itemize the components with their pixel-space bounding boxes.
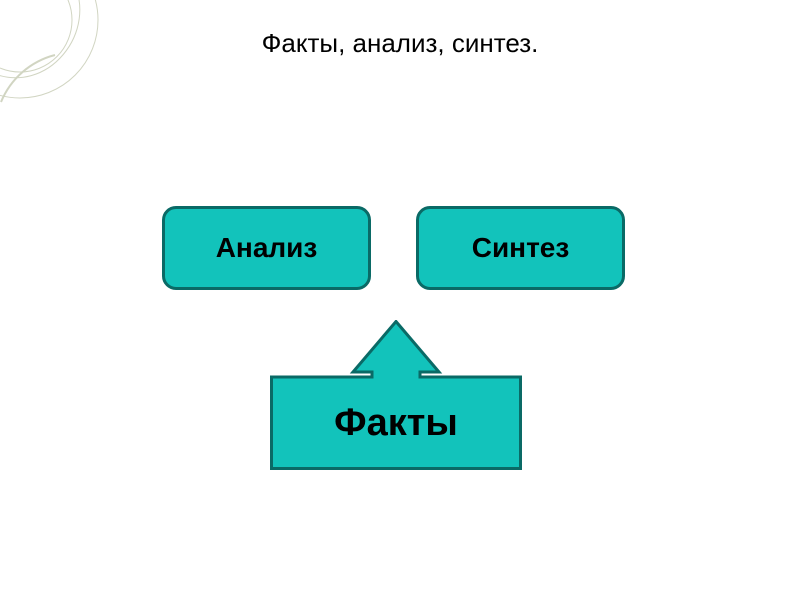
slide-title-text: Факты, анализ, синтез. [262, 28, 539, 58]
box-facts: Факты [270, 320, 522, 470]
box-synthesis: Синтез [416, 206, 625, 290]
box-analysis: Анализ [162, 206, 371, 290]
slide: Факты, анализ, синтез. Анализ Синтез Фак… [0, 0, 800, 600]
slide-title: Факты, анализ, синтез. [0, 28, 800, 59]
box-facts-label: Факты [334, 402, 458, 445]
corner-decoration [0, 0, 160, 160]
box-analysis-label: Анализ [216, 232, 318, 264]
box-synthesis-label: Синтез [472, 232, 570, 264]
